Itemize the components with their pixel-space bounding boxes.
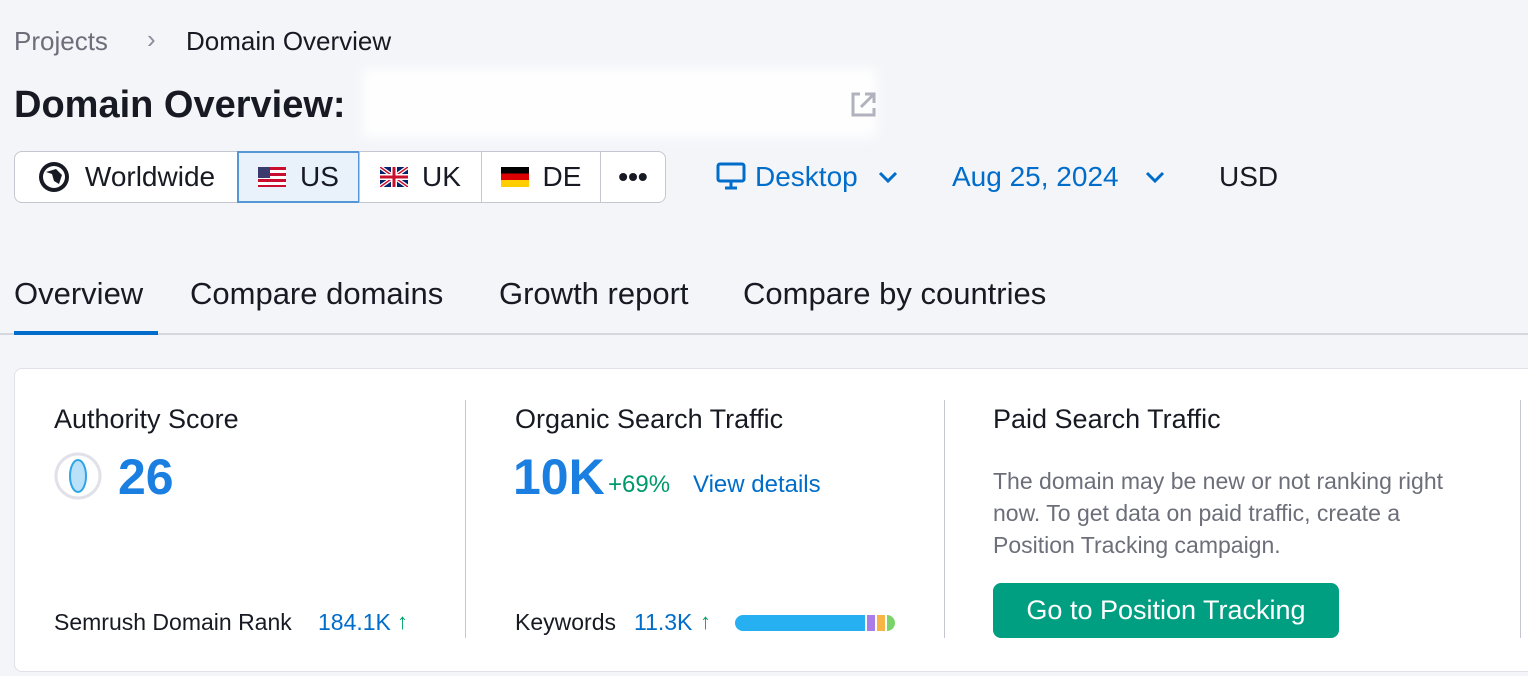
region-button[interactable]: UK <box>359 151 482 203</box>
card-title: Organic Search Traffic <box>515 404 784 434</box>
view-details-link[interactable]: View details <box>693 471 821 498</box>
tab[interactable]: Compare domains <box>190 276 444 311</box>
date-dropdown[interactable]: Aug 25, 2024 <box>952 161 1119 192</box>
intent-segment <box>877 615 885 631</box>
currency: USD <box>1219 161 1279 192</box>
organic-traffic: 10K <box>513 449 605 505</box>
rank-label: Semrush Domain Rank <box>54 609 292 635</box>
region-label: DE <box>542 161 582 192</box>
breadcrumb-link[interactable]: Projects <box>14 26 108 56</box>
chevron <box>1145 171 1165 184</box>
device-dropdown[interactable]: Desktop <box>755 161 858 192</box>
paid-message: The domain may be new or not ranking rig… <box>993 468 1444 558</box>
chevron <box>878 171 898 184</box>
up-arrow: ↑ <box>397 609 408 634</box>
region-label: US <box>300 161 339 192</box>
desktop-icon <box>716 162 746 190</box>
page-title: Domain Overview: <box>14 84 346 126</box>
up-arrow: ↑ <box>700 609 711 634</box>
tab[interactable]: Compare by countries <box>743 276 1047 311</box>
breadcrumb-separator: › <box>147 24 156 54</box>
region-button[interactable]: Worldwide <box>14 151 238 203</box>
column-divider <box>944 400 945 638</box>
position-tracking-button[interactable]: Go to Position Tracking <box>993 583 1339 638</box>
region-label: Worldwide <box>84 161 216 192</box>
card-title: Paid Search Traffic <box>993 404 1221 434</box>
rank-value[interactable]: 184.1K <box>318 609 391 635</box>
traffic-change: +69% <box>608 471 671 498</box>
tab[interactable]: Growth report <box>499 276 689 311</box>
region-label: UK <box>422 161 461 192</box>
region-button[interactable]: DE <box>481 151 601 203</box>
authority-score: 26 <box>118 449 174 505</box>
keywords-label: Keywords <box>515 609 616 635</box>
breadcrumb-current: Domain Overview <box>186 26 392 56</box>
card-title: Authority Score <box>54 404 239 434</box>
keywords-value[interactable]: 11.3K <box>634 609 693 635</box>
external-link-icon[interactable] <box>848 90 878 120</box>
de-flag <box>500 167 529 187</box>
intent-segment <box>735 615 865 631</box>
tab-divider <box>0 333 1528 335</box>
more-regions-button[interactable]: ••• <box>600 151 666 203</box>
intent-segment <box>887 615 895 631</box>
column-divider <box>465 400 466 638</box>
tab-indicator <box>14 331 158 335</box>
authority-gauge <box>54 452 102 500</box>
intent-bar <box>735 615 895 631</box>
us-flag <box>258 167 287 187</box>
uk-flag <box>380 167 409 187</box>
intent-segment <box>867 615 875 631</box>
region-button-active[interactable]: US <box>237 151 360 203</box>
column-divider <box>1520 400 1521 638</box>
globe-icon <box>38 162 69 192</box>
tab-active[interactable]: Overview <box>14 276 144 311</box>
blurred-domain <box>362 68 877 138</box>
